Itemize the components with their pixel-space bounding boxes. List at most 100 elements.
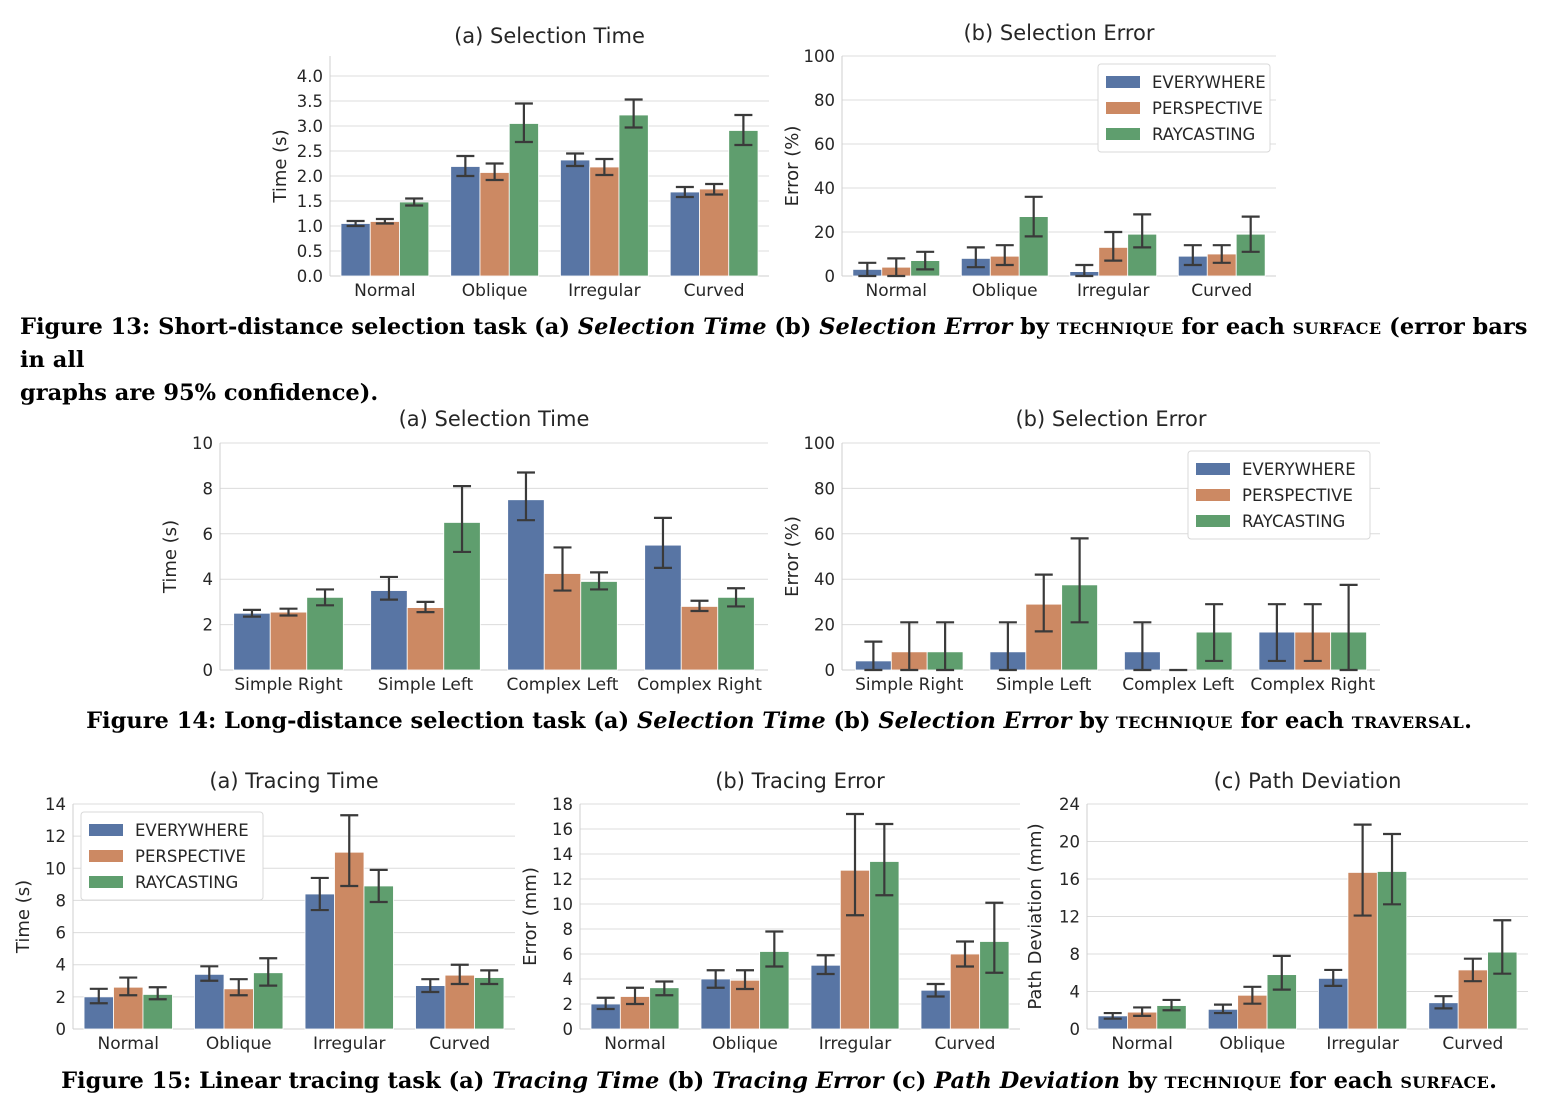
y-tick-label: 4 [56,956,67,975]
y-tick-label: 14 [552,845,573,864]
bar [340,223,371,277]
y-axis-label: Error (%) [782,126,803,207]
y-tick-label: 6 [203,525,214,544]
y-tick-label: 10 [45,859,66,878]
y-tick-label: 0 [1070,1020,1081,1039]
y-tick-label: 80 [814,91,835,110]
x-tick-label: Normal [354,281,416,301]
y-tick-label: 2 [56,988,67,1007]
x-tick-label: Simple Left [378,675,474,695]
x-tick-label: Normal [865,281,927,301]
y-tick-label: 2.0 [297,167,323,186]
legend-box [1097,63,1271,153]
y-tick-label: 24 [1059,795,1080,814]
bar [194,973,225,1030]
y-axis-label: Error (%) [782,516,803,597]
y-axis-label: Time (s) [160,520,181,594]
legend-box [1187,450,1371,540]
chart-title: (b) Selection Error [1015,407,1206,431]
y-tick-label: 20 [814,223,835,242]
y-tick-label: 8 [563,920,574,939]
legend-label: RAYCASTING [1152,125,1255,144]
y-tick-label: 12 [45,827,66,846]
legend-swatch [1106,102,1140,114]
fig14-caption: Figure 14: Long-distance selection task … [86,708,1472,734]
x-tick-label: Curved [684,281,745,301]
y-tick-label: 6 [56,924,67,943]
x-tick-label: Curved [429,1034,490,1054]
legend-label: EVERYWHERE [135,821,249,840]
y-axis-label: Error (mm) [520,867,541,966]
bar [810,964,841,1030]
y-tick-label: 20 [814,616,835,635]
y-tick-label: 60 [814,135,835,154]
bar [669,191,700,277]
legend-swatch [89,824,123,836]
legend-swatch [1106,128,1140,140]
y-tick-label: 80 [814,479,835,498]
chart-title: (b) Tracing Error [715,769,885,793]
y-tick-label: 0 [825,267,836,286]
y-tick-label: 4 [563,970,574,989]
x-tick-label: Curved [1442,1034,1503,1054]
legend-swatch [89,850,123,862]
x-tick-label: Complex Right [1250,675,1375,695]
y-tick-label: 2 [563,995,574,1014]
y-tick-label: 0.0 [297,267,323,286]
bar [589,166,620,277]
bar [369,221,400,277]
x-tick-label: Irregular [568,281,640,301]
legend-label: EVERYWHERE [1152,73,1266,92]
bar [406,607,445,671]
y-tick-label: 3.5 [297,92,323,111]
y-axis-label: Path Deviation (mm) [1025,823,1046,1009]
y-tick-label: 60 [814,525,835,544]
y-tick-label: 10 [192,434,213,453]
y-tick-label: 0 [563,1020,574,1039]
legend-label: RAYCASTING [1242,512,1345,531]
x-tick-label: Oblique [462,281,528,301]
legend-box [80,811,264,901]
y-tick-label: 0 [825,661,836,680]
y-axis-label: Time (s) [13,880,34,954]
x-tick-label: Irregular [1077,281,1149,301]
bar [560,159,591,277]
y-tick-label: 1.0 [297,217,323,236]
bar [644,544,682,671]
legend-swatch [1196,463,1230,475]
x-tick-label: Complex Left [507,675,619,695]
y-tick-label: 0.5 [297,242,323,261]
y-tick-label: 6 [563,945,574,964]
legend-swatch [1196,515,1230,527]
y-tick-label: 100 [804,47,836,66]
bar [269,611,308,671]
bar [450,166,481,277]
y-tick-label: 14 [45,795,66,814]
y-axis-label: Time (s) [270,129,291,203]
x-tick-label: Simple Left [996,675,1092,695]
y-tick-label: 40 [814,570,835,589]
y-tick-label: 12 [1059,908,1080,927]
bar [699,188,730,277]
chart-title: (a) Tracing Time [209,769,378,793]
legend-label: EVERYWHERE [1242,460,1356,479]
bar [508,123,539,277]
y-tick-label: 10 [552,895,573,914]
y-tick-label: 4 [203,570,214,589]
bar [618,114,649,277]
y-tick-label: 1.5 [297,192,323,211]
chart-title: (b) Selection Error [963,21,1154,45]
legend-swatch [1196,489,1230,501]
x-tick-label: Irregular [819,1034,891,1054]
y-tick-label: 0 [56,1020,67,1039]
bar [580,581,618,671]
y-tick-label: 40 [814,179,835,198]
x-tick-label: Simple Right [234,675,343,695]
x-tick-label: Irregular [313,1034,385,1054]
y-tick-label: 4 [1070,983,1081,1002]
bar [399,201,430,277]
